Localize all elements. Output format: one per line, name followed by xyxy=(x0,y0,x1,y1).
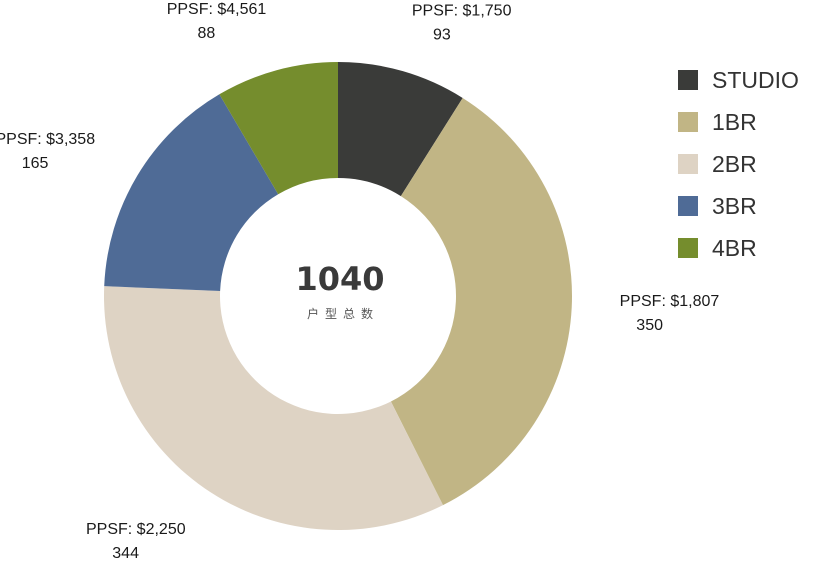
center-total: 1040 xyxy=(295,260,384,298)
legend-swatch xyxy=(678,70,698,90)
slice-value-label: 344 xyxy=(112,545,139,562)
legend-item-studio[interactable]: STUDIO xyxy=(678,62,799,98)
donut-slice-1br[interactable] xyxy=(390,97,573,506)
legend-item-1br[interactable]: 1BR xyxy=(678,104,799,140)
center-caption: 户型总数 xyxy=(307,306,379,321)
legend: STUDIO 1BR 2BR 3BR 4BR xyxy=(678,62,799,266)
legend-swatch xyxy=(678,154,698,174)
donut-slice-studio[interactable] xyxy=(338,62,463,197)
legend-label: 1BR xyxy=(712,108,757,135)
donut-slice-3br[interactable] xyxy=(104,94,279,292)
slice-ppsf-label: PPSF: $4,561 xyxy=(167,1,267,18)
legend-swatch xyxy=(678,238,698,258)
slice-value-label: 88 xyxy=(197,25,215,42)
slice-value-label: 165 xyxy=(22,155,49,172)
donut-slice-2br[interactable] xyxy=(104,286,443,530)
donut-slices xyxy=(104,62,573,530)
slice-ppsf-label: PPSF: $1,807 xyxy=(620,293,720,310)
legend-label: STUDIO xyxy=(712,66,799,93)
slice-ppsf-label: PPSF: $1,750 xyxy=(412,2,512,19)
slice-labels: PPSF: $1,750 93 PPSF: $1,807 350 PPSF: $2,25… xyxy=(0,1,719,562)
legend-label: 4BR xyxy=(712,234,757,261)
donut-slice-4br[interactable] xyxy=(219,62,338,195)
legend-item-3br[interactable]: 3BR xyxy=(678,188,799,224)
slice-ppsf-label: PPSF: $2,250 xyxy=(86,521,186,538)
slice-value-label: 350 xyxy=(636,317,663,334)
slice-ppsf-label: PPSF: $3,358 xyxy=(0,131,95,148)
slice-value-label: 93 xyxy=(433,26,451,43)
legend-label: 3BR xyxy=(712,192,757,219)
legend-item-2br[interactable]: 2BR xyxy=(678,146,799,182)
legend-item-4br[interactable]: 4BR xyxy=(678,230,799,266)
legend-label: 2BR xyxy=(712,150,757,177)
legend-swatch xyxy=(678,196,698,216)
legend-swatch xyxy=(678,112,698,132)
